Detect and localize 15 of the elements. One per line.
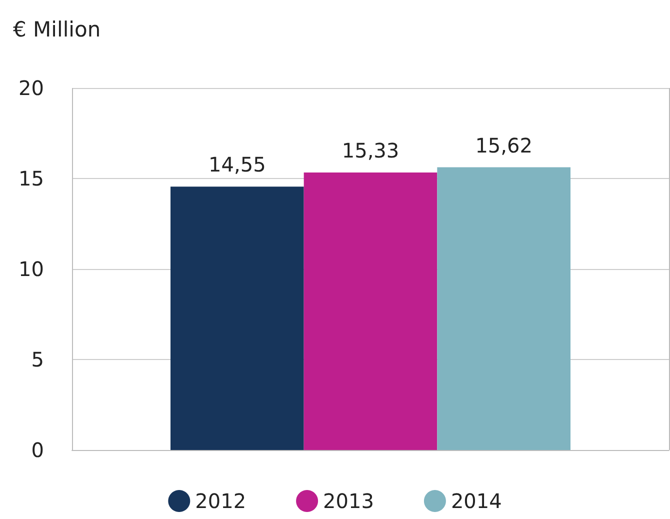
- data-label: 15,62: [475, 133, 532, 158]
- y-tick-label: 10: [18, 257, 44, 281]
- legend-label: 2013: [323, 489, 374, 513]
- data-label: 14,55: [208, 152, 266, 177]
- legend-label: 2014: [450, 489, 502, 513]
- legend-label: 2012: [195, 489, 246, 513]
- data-label: 15,33: [342, 138, 400, 163]
- y-tick-label: 15: [18, 166, 44, 190]
- bar: [437, 167, 570, 450]
- y-tick-label: 5: [31, 348, 44, 372]
- bar: [170, 186, 304, 450]
- y-tick-label: 0: [31, 438, 44, 462]
- bar: [304, 172, 438, 450]
- y-tick-label: 20: [18, 76, 44, 100]
- y-axis-title: € Million: [13, 18, 101, 42]
